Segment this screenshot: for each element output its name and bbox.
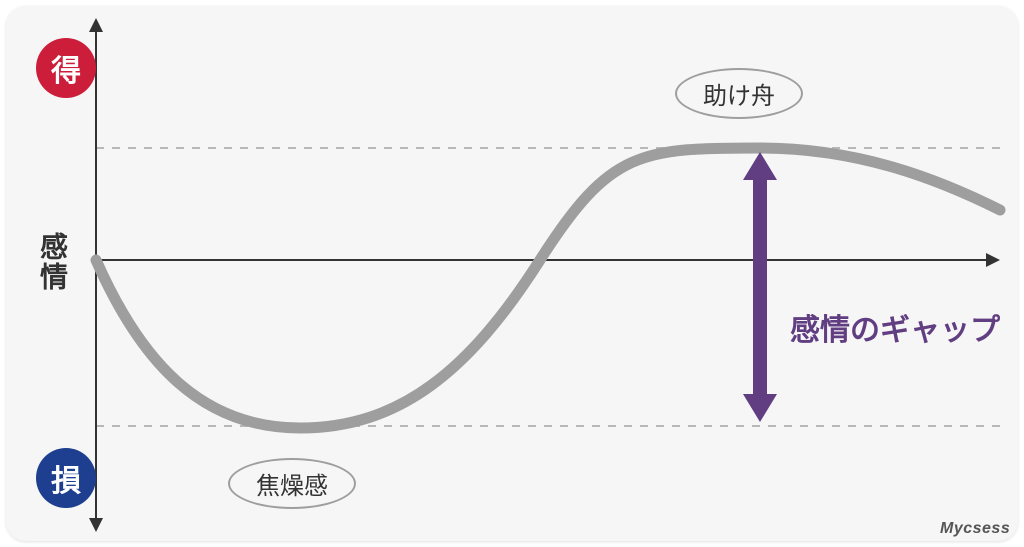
oval-label-bottom-text: 焦燥感 bbox=[256, 473, 328, 500]
loss-badge: 損 bbox=[36, 448, 96, 508]
brand-logo: Mycsess bbox=[940, 520, 1010, 538]
y-axis-label: 感情 bbox=[32, 232, 72, 292]
gap-arrow-head-top-icon bbox=[743, 152, 777, 180]
emotion-curve bbox=[96, 148, 1000, 428]
gain-badge: 得 bbox=[36, 38, 96, 98]
oval-label-bottom: 焦燥感 bbox=[228, 458, 356, 509]
y-axis-arrowhead-top-icon bbox=[89, 18, 103, 32]
oval-label-top: 助け舟 bbox=[675, 68, 803, 119]
loss-badge-label: 損 bbox=[51, 456, 81, 500]
chart-svg bbox=[0, 0, 1024, 547]
gain-badge-label: 得 bbox=[51, 46, 81, 90]
x-axis-arrowhead-icon bbox=[986, 253, 1000, 267]
y-axis-arrowhead-bottom-icon bbox=[89, 518, 103, 532]
gap-label: 感情のギャップ bbox=[790, 305, 1000, 349]
oval-label-top-text: 助け舟 bbox=[703, 83, 775, 110]
gap-arrow-head-bottom-icon bbox=[743, 394, 777, 422]
